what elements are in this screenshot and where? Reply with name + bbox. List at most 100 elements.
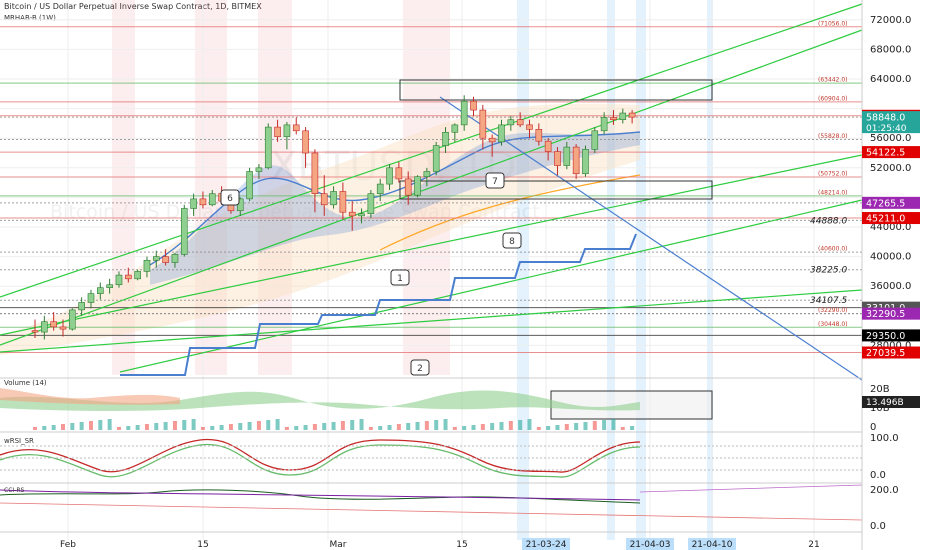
candle-body	[498, 124, 505, 143]
price-tag-label: 47265.5	[866, 198, 905, 209]
volume-bar	[256, 421, 261, 430]
candle-body	[208, 193, 216, 206]
ha-cloud-outer	[0, 103, 640, 355]
callout-label: 6	[227, 194, 233, 204]
volume-bar	[79, 422, 84, 430]
volume-bar	[60, 424, 65, 430]
indicator-label: MRHAB-B (1W)	[4, 14, 56, 22]
volume-bar	[611, 419, 616, 430]
volume-bar	[182, 420, 187, 430]
volume-bar	[42, 426, 47, 430]
callout-box	[502, 232, 522, 249]
price-tag-bg	[862, 329, 920, 342]
level-label: (63442.0)	[818, 77, 848, 84]
candle-body	[479, 109, 487, 139]
volume-bar	[294, 426, 299, 430]
volume-bar	[592, 421, 597, 430]
candle-body	[59, 326, 67, 330]
candle-body	[69, 309, 76, 330]
x-tick-label: 21-04-03	[630, 540, 671, 550]
level-label: (50752.0)	[818, 171, 848, 178]
level-label: (32290.0)	[818, 307, 848, 314]
candle-body	[460, 100, 468, 126]
candle-body	[330, 191, 337, 206]
candle-body	[544, 140, 552, 152]
candle-body	[292, 124, 300, 132]
support-box	[399, 180, 713, 200]
pane-tick-label: 0.0	[870, 521, 886, 532]
volume-bar	[462, 426, 467, 430]
candle-body	[180, 208, 188, 255]
orange-ma	[379, 174, 641, 251]
level-label: 38225.0	[810, 266, 847, 276]
price-tag-label: 45211.0	[866, 214, 905, 225]
price-tag-label: 54122.5	[866, 148, 905, 159]
volume-bar	[602, 420, 607, 430]
candle-body	[572, 146, 580, 175]
volume-bar	[107, 419, 112, 430]
candle-body	[152, 256, 160, 261]
candle-body	[386, 167, 393, 185]
x-tick-highlight	[522, 538, 570, 550]
pane-tick-label: 0	[870, 422, 876, 433]
volume-bar	[340, 421, 345, 430]
level-label: 34107.5	[810, 296, 847, 306]
candle-body	[563, 146, 571, 166]
volume-bar	[424, 421, 429, 430]
x-tick-label: Feb	[60, 540, 76, 550]
level-label: (40600.0)	[818, 246, 848, 253]
volume-bar	[210, 426, 215, 430]
callout-label: 2	[417, 364, 423, 374]
volume-bar	[247, 422, 252, 430]
volume-bar	[452, 427, 457, 430]
candle-body	[600, 117, 608, 132]
volume-area-red	[0, 388, 180, 405]
candle-body	[535, 129, 543, 142]
candle-body	[516, 119, 524, 126]
volume-bar	[275, 419, 280, 430]
volume-bar	[154, 423, 159, 430]
volume-bar	[33, 427, 37, 430]
volume-bar	[331, 422, 336, 430]
candle-body	[320, 193, 328, 206]
volume-bar	[555, 425, 560, 430]
volume-bar	[322, 423, 327, 430]
date-highlight	[607, 0, 615, 540]
trend-line	[0, 3, 863, 298]
candle-body	[274, 126, 281, 138]
volume-bar	[116, 427, 121, 430]
candle-body	[97, 287, 104, 294]
bearish-zone	[195, 0, 227, 375]
candle-body	[628, 112, 636, 118]
volume-bar	[490, 423, 495, 430]
volume-bar	[620, 427, 625, 430]
candle-body	[162, 256, 169, 263]
callout-label: 7	[492, 177, 498, 187]
x-tick-label: 21-03-24	[526, 540, 567, 550]
candle-body	[376, 183, 384, 195]
volume-bar	[238, 423, 243, 430]
candle-body	[414, 176, 421, 196]
price-tag-bg	[862, 146, 920, 159]
trend-line	[0, 154, 863, 336]
candle-body	[199, 198, 207, 206]
ma-cloud-blue	[150, 132, 640, 285]
volume-bar	[443, 419, 448, 430]
level-label: (60904.0)	[818, 95, 848, 102]
price-tag-bg	[862, 212, 920, 225]
callout-label: 1	[397, 274, 403, 284]
candle-body	[432, 145, 440, 172]
candle-body	[339, 191, 347, 213]
x-tick-label: Mar	[330, 540, 347, 550]
candle-body	[348, 211, 356, 217]
volume-bar	[368, 427, 373, 430]
volume-bar	[163, 422, 168, 430]
chart-title: Bitcoin / US Dollar Perpetual Inverse Sw…	[4, 2, 262, 11]
level-label: 44888.0	[810, 216, 847, 226]
volume-bar	[546, 426, 551, 430]
trend-line	[0, 29, 863, 346]
pane-tick-label: 100.0	[870, 433, 899, 444]
x-tick-label: 15	[456, 540, 467, 550]
resistance-box	[399, 79, 713, 101]
